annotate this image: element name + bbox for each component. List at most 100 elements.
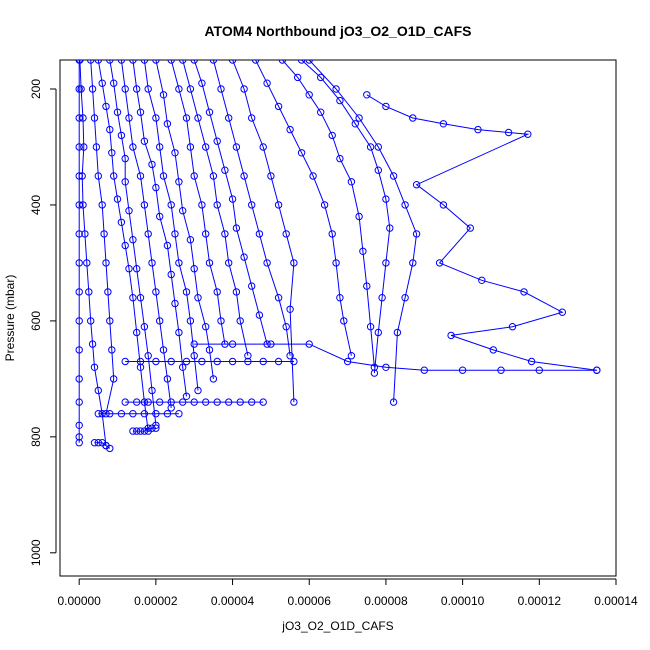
- data-point: [152, 357, 160, 366]
- data-point: [412, 230, 421, 238]
- data-point: [190, 352, 198, 360]
- data-point: [167, 398, 175, 406]
- data-point: [125, 207, 133, 215]
- data-point: [88, 85, 97, 93]
- data-point: [347, 178, 356, 186]
- data-point: [332, 85, 340, 93]
- data-point: [75, 317, 83, 325]
- series-10: [167, 60, 229, 348]
- data-point: [190, 265, 198, 273]
- data-point: [163, 410, 172, 418]
- data-point: [144, 230, 152, 238]
- data-point: [121, 398, 129, 406]
- series-25: [90, 439, 114, 453]
- data-point: [458, 366, 467, 374]
- data-point: [140, 137, 149, 145]
- data-point: [159, 346, 168, 354]
- data-point: [190, 60, 198, 64]
- data-point: [117, 410, 126, 418]
- data-point: [317, 73, 325, 82]
- data-point: [152, 410, 160, 418]
- chart-title: ATOM4 Northbound jO3_O2_O1D_CAFS: [204, 23, 471, 39]
- data-point: [217, 317, 225, 325]
- data-point: [140, 60, 149, 64]
- data-point: [182, 114, 191, 122]
- data-point: [175, 328, 183, 337]
- y-tick-label: 200: [29, 79, 43, 99]
- data-point: [136, 172, 145, 180]
- data-point: [144, 398, 152, 406]
- data-point: [213, 288, 221, 296]
- data-point: [263, 79, 271, 87]
- data-point: [87, 60, 95, 64]
- series-5: [106, 60, 160, 429]
- data-point: [167, 357, 175, 366]
- data-point: [209, 60, 218, 64]
- data-point: [294, 73, 302, 82]
- data-point: [106, 410, 114, 418]
- data-point: [198, 79, 206, 87]
- data-point: [317, 108, 325, 116]
- data-point: [274, 201, 283, 209]
- data-point: [244, 357, 252, 366]
- data-point: [136, 357, 145, 366]
- data-point: [240, 85, 248, 93]
- series-2: [76, 60, 110, 450]
- series-15: [251, 60, 356, 360]
- data-point: [133, 328, 141, 337]
- data-point: [309, 172, 317, 180]
- data-point: [125, 265, 133, 273]
- series-line: [143, 60, 199, 391]
- data-point: [75, 114, 83, 122]
- data-point: [205, 108, 214, 116]
- data-point: [136, 363, 145, 371]
- data-point: [527, 357, 536, 366]
- series-line: [155, 60, 214, 379]
- data-point: [347, 352, 356, 360]
- data-point: [121, 357, 129, 366]
- data-point: [159, 91, 168, 99]
- series-line: [232, 60, 295, 403]
- data-point: [140, 201, 149, 209]
- data-point: [221, 166, 229, 174]
- data-point: [75, 398, 83, 406]
- data-point: [163, 375, 172, 383]
- data-point: [144, 352, 152, 360]
- data-point: [75, 375, 83, 383]
- series-4: [94, 60, 152, 435]
- data-point: [106, 125, 114, 134]
- data-point: [163, 241, 172, 250]
- data-point: [186, 143, 195, 151]
- series-11: [179, 60, 252, 360]
- data-point: [363, 91, 371, 99]
- data-point: [259, 398, 267, 406]
- data-point: [75, 259, 83, 267]
- data-point: [79, 114, 87, 122]
- x-tick-label: 0.00000: [57, 594, 101, 608]
- series-1: [75, 60, 83, 447]
- data-point: [182, 392, 191, 400]
- series-line: [97, 60, 149, 432]
- data-point: [389, 398, 398, 406]
- data-point: [79, 201, 87, 209]
- data-point: [286, 305, 294, 313]
- data-point: [409, 259, 417, 267]
- series-22: [121, 398, 267, 406]
- data-point: [140, 410, 149, 418]
- data-point: [374, 143, 382, 151]
- data-point: [100, 230, 108, 238]
- data-point: [182, 357, 191, 366]
- data-point: [370, 369, 379, 377]
- y-tick-label: 600: [29, 311, 43, 331]
- series-line: [366, 94, 597, 371]
- data-point: [202, 398, 210, 406]
- data-point: [374, 166, 382, 174]
- data-point: [232, 224, 241, 232]
- x-axis-label: jO3_O2_O1D_CAFS: [281, 619, 393, 633]
- data-point: [102, 102, 110, 111]
- data-point: [106, 60, 114, 64]
- x-tick-label: 0.00012: [518, 594, 562, 608]
- data-point: [136, 294, 145, 302]
- y-axis-label: Pressure (mbar): [3, 275, 17, 362]
